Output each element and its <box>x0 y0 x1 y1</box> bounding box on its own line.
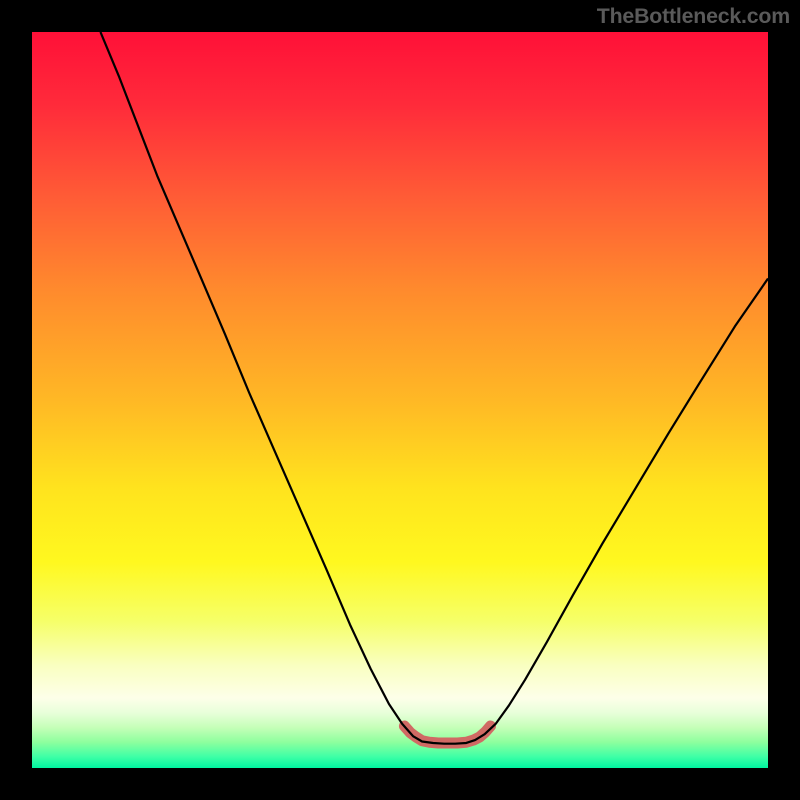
bottleneck-curve <box>100 32 768 744</box>
watermark-text: TheBottleneck.com <box>597 4 790 29</box>
chart-frame: TheBottleneck.com <box>0 0 800 800</box>
curve-layer <box>32 32 768 768</box>
plot-area <box>32 32 768 768</box>
marker-segment <box>404 726 490 743</box>
